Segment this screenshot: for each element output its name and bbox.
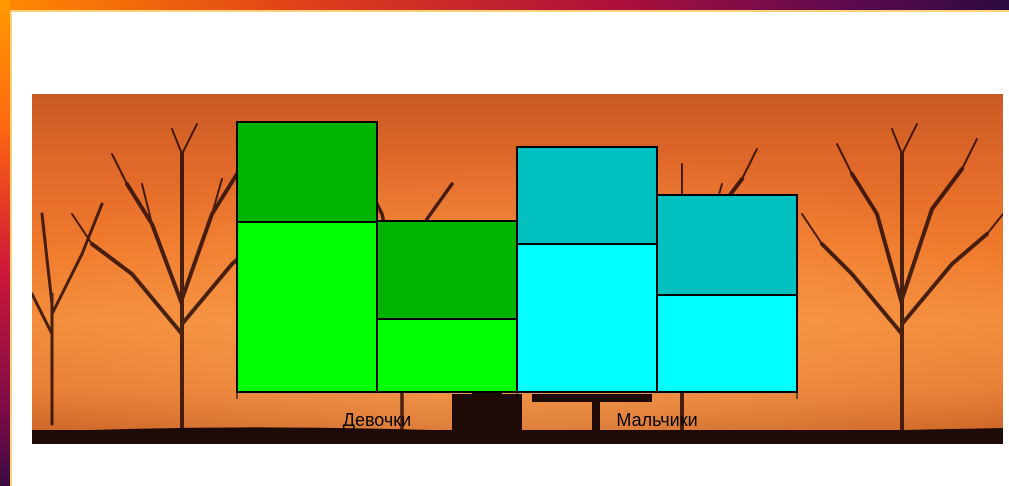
bar-segment-upper [516, 146, 658, 245]
bar-segment-lower [236, 221, 378, 393]
slide-frame-accent-top [10, 10, 1009, 12]
bar-segment-lower [656, 294, 798, 393]
slide-frame-top [0, 0, 1009, 10]
category-label: Девочки [343, 410, 411, 430]
bars-layer [236, 121, 798, 393]
bar-segment-lower [376, 318, 518, 393]
bar-segment-upper [236, 121, 378, 223]
bar-segment-upper [656, 194, 798, 296]
x-axis-ticks [236, 392, 798, 399]
bar-segment-upper [376, 220, 518, 320]
bar-segment-lower [516, 243, 658, 393]
category-label: Мальчики [616, 410, 697, 430]
slide-frame-left [0, 0, 10, 486]
slide-frame-accent-left [10, 10, 12, 486]
